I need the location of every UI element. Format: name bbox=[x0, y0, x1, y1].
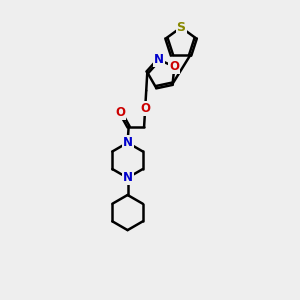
Text: O: O bbox=[140, 102, 150, 115]
Text: O: O bbox=[116, 106, 125, 119]
Text: N: N bbox=[154, 53, 164, 66]
Text: S: S bbox=[177, 21, 186, 34]
Text: O: O bbox=[169, 60, 179, 73]
Text: N: N bbox=[123, 171, 133, 184]
Text: N: N bbox=[123, 136, 133, 149]
